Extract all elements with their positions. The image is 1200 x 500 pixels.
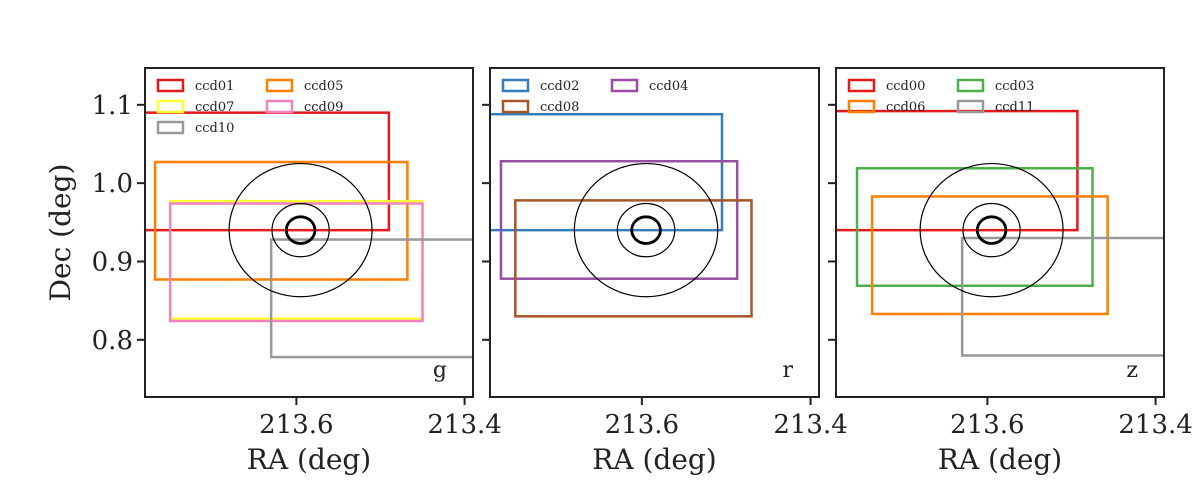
y-tick-label: 0.9 <box>92 247 133 277</box>
legend-label-ccd08: ccd08 <box>540 100 579 115</box>
panel-g: 213.6 213.4 0.8 0.9 1.0 1.1 RA (deg) Dec (deg) g… <box>44 67 502 476</box>
target-circle-3 <box>228 162 373 298</box>
y-tick-label: 0.8 <box>92 326 133 356</box>
legend-swatch-ccd06 <box>847 99 876 114</box>
legend-swatch-ccd05 <box>265 78 294 93</box>
footprint-ccd08 <box>514 199 753 318</box>
axes-frame <box>835 67 1165 398</box>
legend: ccd02 ccd04 ccd08 <box>501 78 688 115</box>
legend-label-ccd00: ccd00 <box>886 79 925 94</box>
axes-frame <box>144 67 474 398</box>
legend-label-ccd10: ccd10 <box>195 121 234 136</box>
x-tick-label: 213.6 <box>259 410 333 440</box>
footprint-ccd04 <box>499 159 739 280</box>
target-circle-2 <box>616 202 676 258</box>
legend: ccd00 ccd03 ccd06 ccd11 <box>847 78 1034 115</box>
legend-label-ccd01: ccd01 <box>195 79 234 94</box>
x-axis-label: RA (deg) <box>247 443 371 476</box>
footprint-ccd05 <box>153 160 409 281</box>
plot-area <box>836 109 1164 357</box>
y-tick-label: 1.1 <box>92 91 133 121</box>
footprint-ccd09 <box>168 202 424 323</box>
y-tick-label: 1.0 <box>92 169 133 199</box>
panel-r: 213.6 213.4 RA (deg) r ccd02 ccd04 ccd08 <box>482 67 848 476</box>
x-axis-label: RA (deg) <box>592 443 716 476</box>
x-tick-label: 213.4 <box>1118 410 1192 440</box>
target-circle-1 <box>284 215 317 245</box>
legend-swatch-ccd02 <box>501 78 530 93</box>
footprint-ccd06 <box>870 195 1109 316</box>
legend-swatch-ccd04 <box>610 78 639 93</box>
x-axis-label: RA (deg) <box>938 443 1062 476</box>
band-label: r <box>782 358 793 383</box>
footprint-ccd10 <box>269 238 473 359</box>
target-circle-2 <box>962 202 1021 258</box>
footprint-ccd11 <box>960 236 1164 357</box>
plot-area <box>490 112 753 318</box>
x-tick-label: 213.6 <box>950 410 1024 440</box>
x-tick-label: 213.6 <box>605 410 679 440</box>
legend-label-ccd09: ccd09 <box>304 100 343 115</box>
y-axis-label: Dec (deg) <box>44 164 77 302</box>
plot-area <box>145 111 473 359</box>
x-tick-label: 213.4 <box>773 410 847 440</box>
axes-frame <box>489 67 820 398</box>
footprint-ccd03 <box>855 167 1094 288</box>
footprint-ccd00 <box>836 109 1079 232</box>
legend-swatch-ccd08 <box>501 99 530 114</box>
legend-swatch-ccd09 <box>265 99 294 114</box>
legend-label-ccd11: ccd11 <box>995 100 1034 115</box>
band-label: g <box>433 358 447 383</box>
legend-label-ccd07: ccd07 <box>195 100 234 115</box>
legend: ccd01 ccd05 ccd07 ccd09 ccd10 <box>156 78 343 136</box>
target-circle-3 <box>919 162 1064 298</box>
target-circle-2 <box>271 202 330 258</box>
target-circle-1 <box>975 215 1008 245</box>
legend-label-ccd03: ccd03 <box>995 79 1034 94</box>
legend-swatch-ccd11 <box>956 99 985 114</box>
legend-label-ccd02: ccd02 <box>540 79 579 94</box>
legend-swatch-ccd03 <box>956 78 985 93</box>
footprint-ccd01 <box>145 111 391 232</box>
legend-swatch-ccd07 <box>156 99 185 114</box>
legend-swatch-ccd00 <box>847 78 876 93</box>
footprint-ccd02 <box>490 112 724 232</box>
legend-label-ccd04: ccd04 <box>649 79 688 94</box>
panel-z: 213.6 213.4 RA (deg) z ccd00 ccd03 ccd06 ccd11 <box>828 67 1193 476</box>
target-circle-1 <box>630 215 662 245</box>
legend-swatch-ccd01 <box>156 78 185 93</box>
band-label: z <box>1126 358 1138 383</box>
target-circle-3 <box>573 162 719 298</box>
legend-swatch-ccd10 <box>156 120 185 135</box>
x-tick-label: 213.4 <box>427 410 501 440</box>
legend-label-ccd05: ccd05 <box>304 79 343 94</box>
legend-label-ccd06: ccd06 <box>886 100 925 115</box>
